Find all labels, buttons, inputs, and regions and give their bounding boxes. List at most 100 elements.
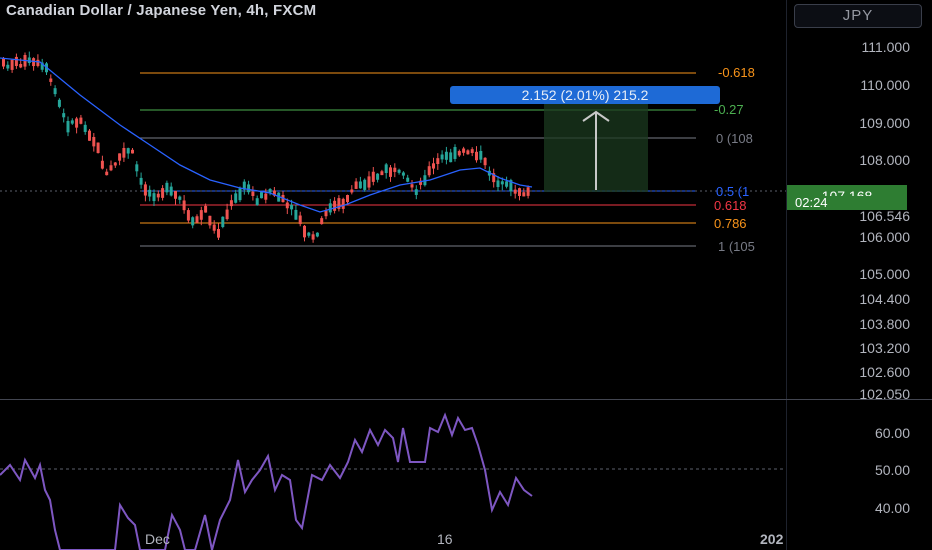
candle-body xyxy=(174,191,177,199)
fib-label-neg0618: -0.618 xyxy=(718,65,755,80)
candle-body xyxy=(298,215,302,225)
candle-body xyxy=(70,120,74,124)
candle-body xyxy=(126,148,130,154)
price-tick: 109.000 xyxy=(859,115,910,131)
candle-body xyxy=(393,167,397,172)
time-tick: 16 xyxy=(437,531,453,547)
candle-body xyxy=(509,180,513,192)
measure-label: 2.152 (2.01%) 215.2 xyxy=(450,86,720,104)
candle-body xyxy=(389,167,392,177)
candle-body xyxy=(131,149,134,154)
candle-body xyxy=(62,113,66,118)
candle-body xyxy=(10,59,14,70)
candle-body xyxy=(32,58,36,67)
candle-body xyxy=(432,163,435,169)
candle-body xyxy=(212,224,216,231)
candle-body xyxy=(449,152,453,163)
time-tick: 202 xyxy=(760,531,784,547)
candle-body xyxy=(83,124,87,132)
candle-body xyxy=(427,166,431,176)
candle-body xyxy=(320,218,324,225)
candle-body xyxy=(92,137,96,147)
candle-body xyxy=(96,142,100,154)
candle-body xyxy=(324,210,328,217)
candle-body xyxy=(36,59,40,66)
candle-body xyxy=(475,151,478,161)
candle-body xyxy=(328,203,332,213)
candle-body xyxy=(444,151,448,160)
candle-body xyxy=(522,192,526,197)
fib-label-05: 0.5 (1 xyxy=(716,184,750,199)
candle-body xyxy=(105,171,109,176)
candle-body xyxy=(346,195,349,203)
candle-body xyxy=(238,188,242,201)
candle-body xyxy=(380,171,384,176)
candle-body xyxy=(419,180,423,185)
candle-body xyxy=(217,228,220,238)
candle-body xyxy=(264,193,268,200)
candle-body xyxy=(315,232,319,237)
price-tick: 102.050 xyxy=(859,386,910,402)
candle-body xyxy=(492,173,496,183)
candle-body xyxy=(255,198,259,206)
fib-label-0786: 0.786 xyxy=(714,216,747,231)
candle-body xyxy=(384,164,388,173)
price-tick: 103.200 xyxy=(859,340,910,356)
candle-body xyxy=(341,198,345,209)
candle-body xyxy=(354,181,358,189)
candle-body xyxy=(367,176,371,188)
candle-body xyxy=(199,210,203,220)
candle-body xyxy=(272,190,276,196)
candle-body xyxy=(242,181,246,190)
candle-body xyxy=(397,169,401,173)
rsi-tick: 40.00 xyxy=(874,500,910,516)
time-tick: Dec xyxy=(145,531,170,547)
candle-body xyxy=(470,149,474,154)
price-tick: 105.000 xyxy=(859,266,910,282)
candle-body xyxy=(122,148,126,158)
candle-body xyxy=(169,186,173,196)
price-tick: 106.546 xyxy=(859,208,910,224)
candle-body xyxy=(440,154,444,160)
candle-body xyxy=(376,173,380,180)
candle-body xyxy=(462,148,466,153)
candle-body xyxy=(113,162,117,166)
candle-body xyxy=(294,209,298,220)
candle-body xyxy=(204,205,208,213)
candle-body xyxy=(143,184,147,196)
candle-body xyxy=(6,64,10,69)
candle-body xyxy=(350,189,354,193)
candle-body xyxy=(165,182,169,193)
candlesticks xyxy=(2,51,530,243)
candle-body xyxy=(453,147,457,159)
price-tick: 108.000 xyxy=(859,152,910,168)
candle-body xyxy=(161,188,165,198)
candle-body xyxy=(135,164,139,172)
candle-body xyxy=(178,196,182,200)
candle-body xyxy=(406,177,410,182)
currency-button[interactable]: JPY xyxy=(794,4,922,28)
candle-body xyxy=(483,157,487,166)
measure-arrow-head xyxy=(582,110,610,122)
price-tick: 110.000 xyxy=(860,77,910,93)
candle-body xyxy=(285,202,289,209)
candle-body xyxy=(505,181,509,187)
price-tick: 102.600 xyxy=(859,364,910,380)
candle-body xyxy=(49,78,53,82)
candle-body xyxy=(234,193,238,203)
price-chart[interactable] xyxy=(0,0,786,550)
candle-body xyxy=(148,189,152,197)
candle-body xyxy=(414,189,418,195)
candle-body xyxy=(79,117,83,124)
price-tick: 106.000 xyxy=(859,229,910,245)
candle-body xyxy=(27,57,31,64)
price-tick: 104.400 xyxy=(859,291,910,307)
candle-body xyxy=(337,198,341,209)
pane-divider[interactable] xyxy=(0,399,932,400)
candle-body xyxy=(191,217,195,226)
candle-body xyxy=(208,215,212,226)
candle-body xyxy=(75,118,79,128)
fib-label-0618: 0.618 xyxy=(714,198,747,213)
candle-body xyxy=(496,180,500,188)
candle-body xyxy=(513,189,517,194)
